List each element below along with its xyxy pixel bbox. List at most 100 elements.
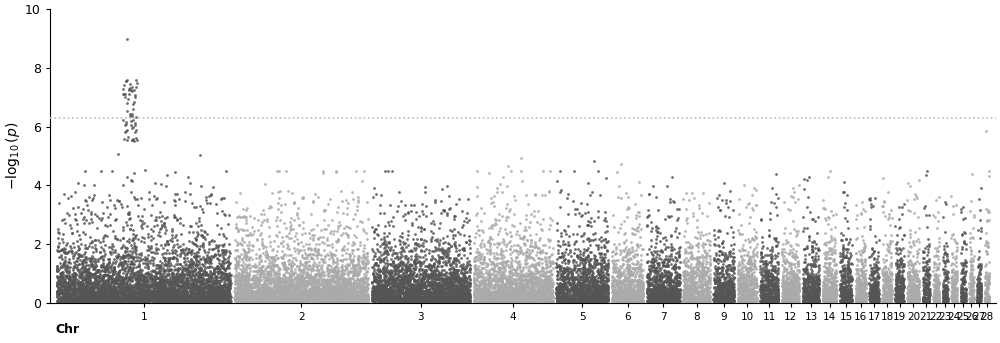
Point: [804, 295, 820, 300]
Point: [701, 297, 717, 303]
Point: [735, 286, 751, 292]
Point: [159, 294, 175, 299]
Point: [599, 286, 615, 292]
Point: [174, 298, 190, 304]
Point: [206, 269, 222, 274]
Point: [613, 292, 629, 297]
Point: [398, 293, 414, 298]
Point: [610, 290, 626, 296]
Point: [82, 294, 98, 299]
Point: [96, 294, 112, 299]
Point: [629, 297, 645, 303]
Point: [514, 291, 530, 296]
Point: [946, 285, 962, 291]
Point: [529, 297, 545, 302]
Point: [580, 287, 596, 293]
Point: [979, 218, 995, 223]
Point: [947, 291, 963, 296]
Point: [647, 259, 663, 264]
Point: [274, 275, 290, 281]
Point: [783, 296, 799, 301]
Point: [708, 294, 724, 300]
Point: [731, 247, 747, 253]
Point: [856, 272, 872, 277]
Point: [869, 284, 885, 290]
Point: [282, 298, 298, 304]
Point: [948, 294, 964, 299]
Point: [715, 238, 731, 244]
Point: [259, 287, 275, 292]
Point: [858, 298, 874, 304]
Point: [979, 298, 995, 303]
Point: [280, 294, 296, 300]
Point: [614, 291, 630, 296]
Point: [492, 260, 508, 265]
Point: [883, 282, 899, 287]
Point: [817, 298, 833, 304]
Point: [447, 279, 463, 284]
Point: [743, 257, 759, 263]
Point: [157, 288, 173, 294]
Point: [346, 240, 362, 245]
Point: [166, 292, 182, 297]
Point: [90, 295, 106, 301]
Point: [236, 248, 252, 254]
Point: [650, 296, 666, 302]
Point: [447, 269, 463, 275]
Point: [467, 285, 483, 290]
Point: [348, 294, 364, 299]
Point: [264, 294, 280, 300]
Point: [646, 296, 662, 302]
Point: [431, 287, 447, 293]
Point: [231, 253, 247, 258]
Point: [888, 241, 904, 246]
Point: [351, 285, 367, 291]
Point: [274, 295, 290, 300]
Point: [271, 288, 287, 294]
Point: [616, 293, 632, 299]
Point: [504, 291, 520, 296]
Point: [658, 257, 674, 262]
Point: [778, 272, 794, 277]
Point: [101, 273, 117, 279]
Point: [695, 275, 711, 281]
Point: [659, 276, 675, 281]
Point: [511, 298, 527, 304]
Point: [682, 298, 698, 304]
Point: [904, 290, 920, 295]
Point: [522, 272, 538, 277]
Point: [400, 277, 416, 283]
Point: [613, 282, 629, 288]
Point: [322, 298, 338, 304]
Point: [801, 282, 817, 288]
Point: [732, 288, 748, 294]
Point: [760, 272, 776, 277]
Point: [86, 192, 102, 198]
Point: [817, 206, 833, 212]
Point: [381, 222, 397, 227]
Point: [97, 298, 113, 304]
Point: [489, 294, 505, 299]
Point: [88, 296, 104, 302]
Point: [341, 261, 357, 267]
Point: [737, 274, 753, 280]
Point: [740, 265, 756, 271]
Point: [256, 285, 272, 291]
Point: [77, 293, 93, 298]
Point: [796, 267, 812, 272]
Point: [865, 288, 881, 294]
Point: [935, 293, 951, 298]
Point: [866, 296, 882, 301]
Point: [263, 295, 279, 301]
Point: [659, 291, 675, 297]
Point: [95, 291, 111, 297]
Point: [179, 266, 195, 272]
Point: [171, 286, 187, 291]
Point: [119, 283, 135, 289]
Point: [540, 280, 556, 285]
Point: [689, 266, 705, 272]
Point: [412, 271, 428, 276]
Point: [665, 297, 681, 302]
Point: [593, 291, 609, 297]
Point: [524, 298, 540, 304]
